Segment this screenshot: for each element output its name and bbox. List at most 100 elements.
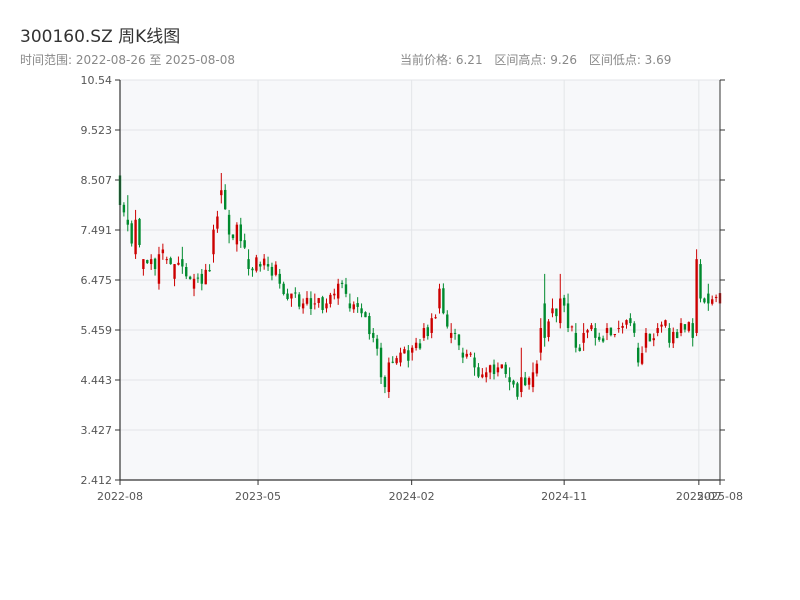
candle xyxy=(270,262,274,281)
candle-body xyxy=(652,338,655,341)
candle-body xyxy=(481,374,484,378)
candle xyxy=(216,210,219,233)
candle xyxy=(227,209,231,244)
candle-body xyxy=(243,240,246,248)
candle-body xyxy=(411,347,414,353)
candle xyxy=(687,321,691,333)
candle xyxy=(695,249,698,337)
candle-body xyxy=(192,278,196,289)
candle-body xyxy=(559,298,562,324)
candle xyxy=(605,323,609,341)
range-high-text: 区间高点: 9.26 xyxy=(494,53,577,67)
candle xyxy=(220,173,223,204)
candle xyxy=(418,339,422,350)
candle-body xyxy=(138,218,141,245)
candle-body xyxy=(562,297,566,306)
y-tick-label: 4.443 xyxy=(81,374,113,387)
candle-body xyxy=(695,259,698,333)
candle-body xyxy=(625,320,628,325)
candle xyxy=(360,303,363,318)
candle xyxy=(286,288,289,301)
candle xyxy=(243,233,246,250)
candle xyxy=(617,320,620,333)
candle-body xyxy=(216,216,219,229)
candle-body xyxy=(582,332,585,343)
x-tick-label: 2022-08 xyxy=(97,490,143,503)
candle xyxy=(492,359,496,380)
candle-body xyxy=(329,294,332,304)
candle xyxy=(430,313,433,339)
candle-body xyxy=(687,322,691,331)
candle xyxy=(399,347,402,367)
candle-body xyxy=(633,323,636,333)
candle xyxy=(375,334,379,356)
candle xyxy=(352,301,355,313)
candle-body xyxy=(301,303,305,309)
candle xyxy=(356,297,359,313)
candle xyxy=(149,254,153,270)
candle xyxy=(707,283,710,311)
candle xyxy=(130,220,133,247)
candle xyxy=(481,368,484,379)
candle xyxy=(547,319,550,342)
candle xyxy=(714,294,718,303)
candle-body xyxy=(286,293,289,299)
candle xyxy=(465,349,468,359)
candle xyxy=(305,291,309,306)
candle-body xyxy=(636,347,640,363)
candle-body xyxy=(485,372,488,378)
candle-body xyxy=(352,304,355,310)
candle-body xyxy=(422,328,426,338)
candle-body xyxy=(449,332,453,338)
candle-body xyxy=(298,294,301,307)
candle-body xyxy=(262,258,266,266)
candle-body xyxy=(375,338,379,349)
candle-body xyxy=(321,297,324,310)
candle-body xyxy=(434,317,437,319)
candle-body xyxy=(446,314,449,327)
candle xyxy=(317,297,320,308)
candle xyxy=(523,371,527,387)
candle-body xyxy=(383,377,387,388)
candle-body xyxy=(699,264,702,299)
candle-body xyxy=(492,364,496,375)
candle-body xyxy=(391,361,394,363)
candle-body xyxy=(648,333,652,342)
candle-body xyxy=(403,349,406,354)
candle-body xyxy=(122,204,126,213)
candle-body xyxy=(294,292,297,294)
candle xyxy=(185,263,188,280)
candle xyxy=(711,295,714,306)
candle-body xyxy=(336,283,340,299)
candle xyxy=(157,246,161,290)
candle xyxy=(278,268,281,289)
candle xyxy=(259,261,262,272)
candle-body xyxy=(660,324,663,327)
candle-body xyxy=(438,288,441,309)
candle xyxy=(640,346,644,366)
candle-body xyxy=(703,298,706,303)
candle-body xyxy=(520,377,523,393)
candle-body xyxy=(251,268,254,271)
candle xyxy=(527,376,531,390)
candle-body xyxy=(679,323,683,333)
candle xyxy=(387,357,391,399)
candle xyxy=(683,324,687,333)
candle xyxy=(473,352,476,376)
x-tick-label: 2024-11 xyxy=(541,490,587,503)
candle xyxy=(644,328,648,353)
candle xyxy=(485,367,488,383)
candle xyxy=(570,325,574,332)
candle-body xyxy=(551,308,554,314)
candle xyxy=(582,323,585,351)
candles xyxy=(118,153,722,400)
candle xyxy=(325,298,328,313)
candle xyxy=(298,292,301,310)
candle-body xyxy=(461,352,465,358)
candle-body xyxy=(200,273,204,284)
candle xyxy=(625,319,628,329)
candle xyxy=(457,333,461,351)
candle xyxy=(555,308,558,323)
candle xyxy=(520,347,523,398)
candle xyxy=(664,319,667,328)
